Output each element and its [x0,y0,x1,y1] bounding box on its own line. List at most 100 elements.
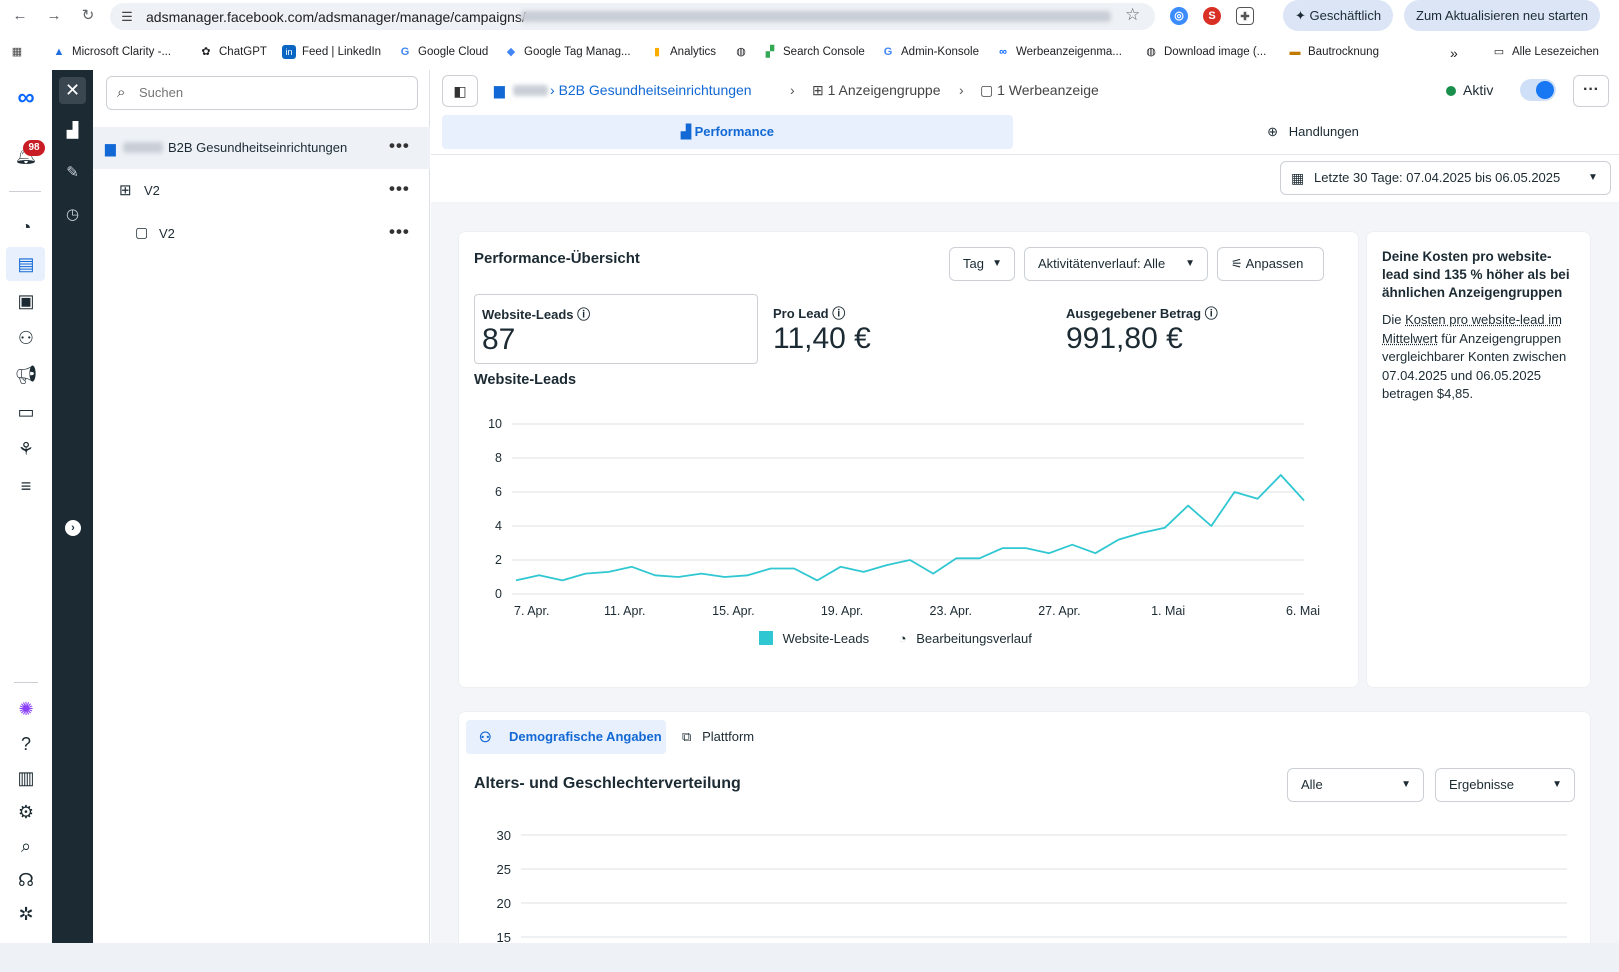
info-icon[interactable]: ⓘ [577,307,591,322]
extension-icon[interactable]: ◎ [1170,7,1188,25]
clarity-icon: ▲ [53,46,65,58]
breadcrumb-campaign[interactable]: › B2B Gesundheitseinrichtungen [550,82,752,98]
apps-grid-icon[interactable]: ▦ [11,46,23,58]
campaign-more-button[interactable]: ••• [389,136,410,155]
activity-dropdown[interactable]: Aktivitätenverlauf: Alle ▼ [1024,247,1208,281]
search-icon[interactable]: ⌕ [20,836,32,856]
chart-bar-icon[interactable]: ▟ [66,122,79,139]
date-row: ▦ Letzte 30 Tage: 07.04.2025 bis 06.05.2… [431,154,1619,202]
extensions-puzzle-icon[interactable]: ✚ [1236,7,1254,25]
expand-chevron-icon[interactable]: › [65,520,81,536]
meta-ai-icon[interactable]: ✺ [18,699,34,719]
x-tick-label: 15. Apr. [712,604,754,618]
bookmarks-overflow[interactable]: » [1450,45,1458,61]
reload-icon[interactable]: ↻ [81,7,95,24]
metric-amount-spent[interactable]: Ausgegebener Betrag ⓘ 991,80 € [1059,294,1329,364]
search-input[interactable] [139,85,399,100]
info-icon[interactable]: ⓘ [1204,306,1218,321]
gtm-icon: ◆ [506,46,516,58]
metric-website-leads[interactable]: Website-Leads ⓘ 87 [474,294,758,364]
ad-more-button[interactable]: ••• [389,222,410,241]
period-dropdown[interactable]: Tag ▼ [949,247,1015,281]
bookmark-admin-console[interactable]: G Admin-Konsole [881,45,979,59]
profile-pill[interactable]: ✦ Geschäftlich [1283,0,1394,31]
rail-divider [9,191,41,192]
bookmark-download-image[interactable]: ◍ Download image (... [1144,45,1266,59]
all-tools-menu-icon[interactable]: ≡ [20,476,32,496]
advertise-megaphone-icon[interactable]: 📢︎ [14,365,38,385]
overview-gauge-icon[interactable]: ◔ [20,217,32,237]
x-tick-label: 7. Apr. [514,604,549,618]
meta-icon: ∞ [999,46,1007,58]
breadcrumb-ads[interactable]: ▢ 1 Werbeanzeige [980,82,1099,99]
status-dot [1446,86,1456,96]
tab-actions[interactable]: ⊕ Handlungen [1013,115,1613,149]
bookmark-linkedin[interactable]: in Feed | LinkedIn [282,45,381,59]
tree-row-adset[interactable]: ⊞ V2 ••• [93,170,430,212]
address-bar[interactable]: ☰ adsmanager.facebook.com/adsmanager/man… [110,3,1155,30]
campaign-name: B2B Gesundheitseinrichtungen [168,140,348,155]
bookmark-chatgpt[interactable]: ✿ ChatGPT [199,45,267,59]
upload-circle-icon: ⊕ [1267,124,1289,139]
news-icon[interactable]: ▥ [17,768,35,788]
tab-platform-label: Plattform [702,729,755,744]
back-icon[interactable]: ← [12,7,28,24]
x-tick-label: 23. Apr. [930,604,972,618]
bookmark-star-icon[interactable]: ☆ [1125,5,1141,24]
filter-all-dropdown[interactable]: Alle ▼ [1287,768,1424,802]
site-settings-icon[interactable]: ☰ [121,9,133,24]
bookmark-ads-manager[interactable]: ∞ Werbeanzeigenma... [996,45,1122,59]
insight-body-pre: Die [1382,312,1406,327]
extension-s-icon[interactable]: S [1203,7,1221,25]
bookmark-clarity[interactable]: ▲ Microsoft Clarity -... [52,45,172,59]
bookmark-google-cloud[interactable]: G Google Cloud [398,45,489,59]
tab-demographics[interactable]: ⚇ Demografische Angaben [466,720,666,754]
panel-toggle-icon[interactable]: ◧ [442,75,478,107]
bug-report-icon[interactable]: ✲ [18,904,34,924]
settings-gear-icon[interactable]: ⚙ [17,802,35,822]
bookmark-bautrocknung[interactable]: ▬ Bautrocknung [1288,45,1379,59]
history-clock-icon[interactable]: ◷ [65,206,80,223]
breadcrumb-adsets[interactable]: ⊞ 1 Anzeigengruppe [812,82,941,99]
tab-performance[interactable]: ▟ Performance [442,115,1013,149]
date-range-picker[interactable]: ▦ Letzte 30 Tage: 07.04.2025 bis 06.05.2… [1280,161,1611,195]
edit-pencil-icon[interactable]: ✎ [66,164,79,181]
reports-icon[interactable]: ▣ [17,291,35,311]
insight-link[interactable]: Kosten pro website-lead im Mittelwert [1382,312,1562,346]
breadcrumb-folder-icon: ▆ [494,82,505,98]
all-bookmarks[interactable]: ▭ Alle Lesezeichen [1492,45,1599,59]
update-pill[interactable]: Zum Aktualisieren neu starten [1404,0,1600,31]
active-toggle[interactable] [1520,79,1556,101]
campaign-tree-panel: ⌕ ▆ B2B Gesundheitseinrichtungen ••• ⊞ V… [93,70,430,943]
help-icon[interactable]: ? [20,734,31,754]
campaigns-table-icon[interactable]: ▤ [17,254,35,274]
ad-name: V2 [159,226,175,241]
tab-platform[interactable]: ⧉ Plattform [682,720,754,754]
adset-more-button[interactable]: ••• [389,179,410,198]
close-icon[interactable]: ✕ [59,77,86,104]
search-icon: ⌕ [117,84,126,101]
copy-icon: ⧉ [682,729,703,744]
metric-per-lead[interactable]: Pro Lead ⓘ 11,40 € [766,294,1036,364]
results-dropdown[interactable]: Ergebnisse ▼ [1435,768,1575,802]
bookmark-label: ChatGPT [219,46,267,58]
bookmark-globe[interactable]: ◍ [734,45,748,59]
tree-row-campaign[interactable]: ▆ B2B Gesundheitseinrichtungen ••• [93,127,430,169]
audiences-icon[interactable]: ⚇ [17,328,35,348]
more-options-button[interactable]: ··· [1573,75,1609,107]
bookmark-analytics[interactable]: ▮ Analytics [650,45,716,59]
activity-label: Aktivitätenverlauf: Alle [1038,256,1166,271]
support-headset-icon[interactable]: ☊ [18,870,34,890]
browser-toolbar: ← → ↻ ☰ adsmanager.facebook.com/adsmanag… [0,0,1619,33]
customize-button[interactable]: ⚟ Anpassen [1217,247,1324,281]
tree-row-ad[interactable]: ▢ V2 ••• [93,213,430,255]
y-tick-label: 4 [495,519,502,533]
bookmark-gtm[interactable]: ◆ Google Tag Manag... [504,45,631,59]
meta-logo[interactable]: ∞ [17,84,35,111]
bookmark-search-console[interactable]: ▞ Search Console [763,45,865,59]
info-icon[interactable]: ⓘ [832,306,846,321]
metric-label-text: Pro Lead [773,306,829,321]
forward-icon[interactable]: → [46,7,62,24]
connections-icon[interactable]: ⚘ [17,439,35,459]
billing-card-icon[interactable]: ▭ [17,402,35,422]
